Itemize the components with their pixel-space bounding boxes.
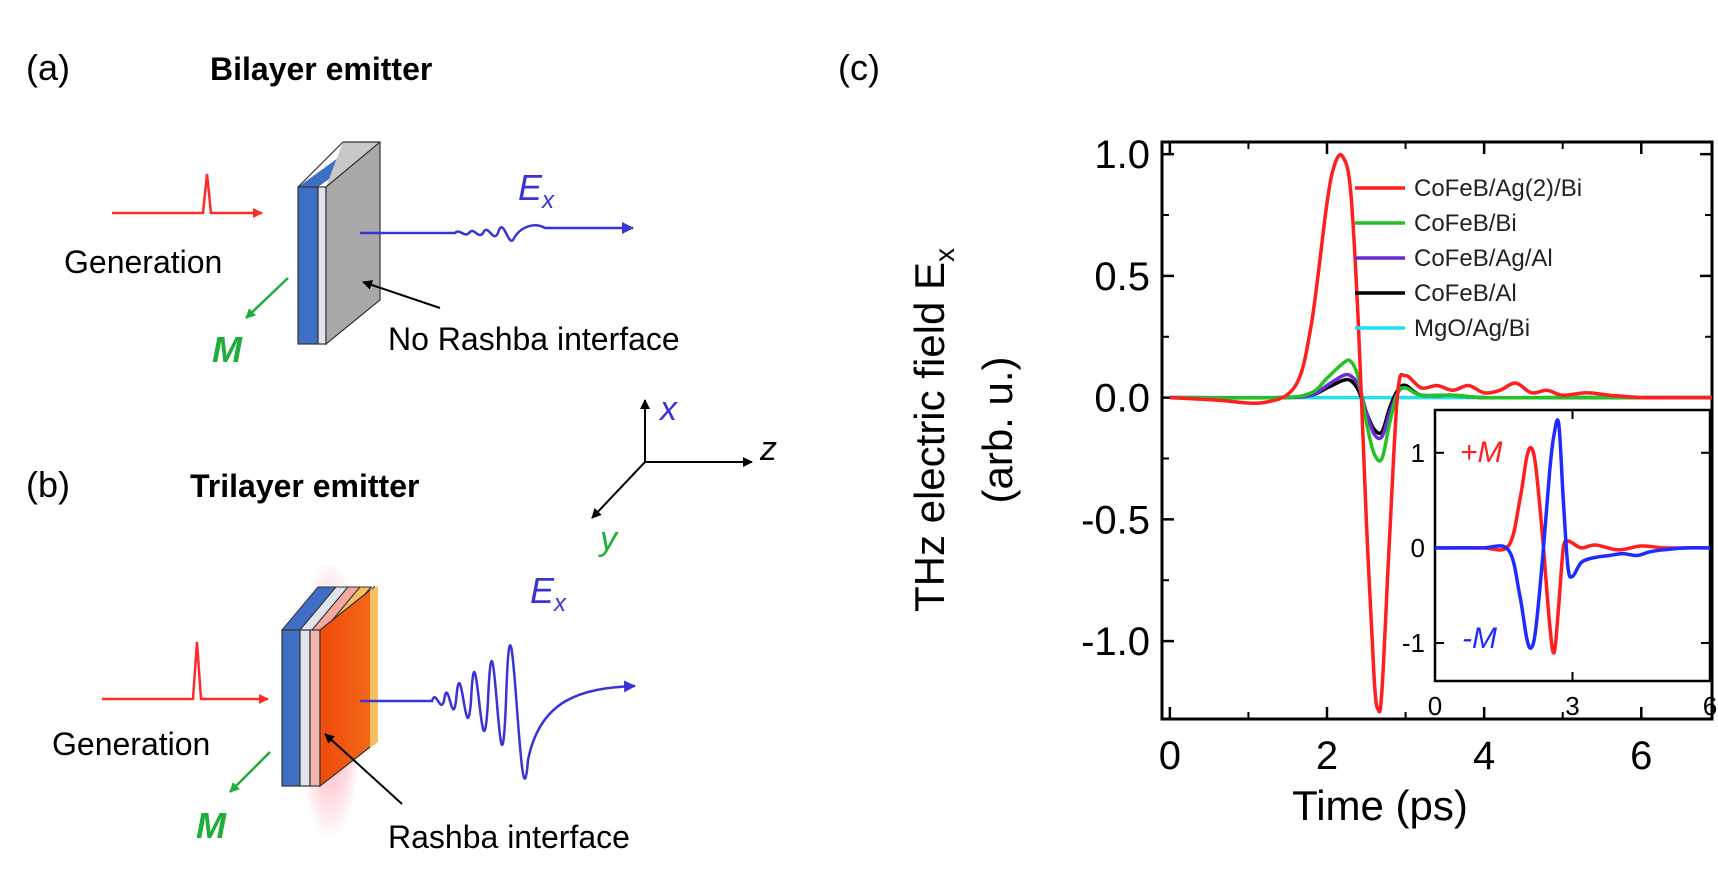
panel-c-label: (c) [838,47,880,88]
panel-a: (a) Bilayer emitter Generation Ex M No R… [26,47,680,370]
inset-frame [1433,408,1712,683]
x-tick-label: 0 [1159,734,1181,778]
inset-label-plus-m: +M [1460,436,1503,469]
panel-a-label: (a) [26,47,70,88]
thz-field-chart: 0 2 4 6 1.0 0.5 0.0 -0.5 -1.0 CoFeB/Ag(2)/Bi CoFe… [1081,133,1714,778]
callout-arrow-b [324,733,403,805]
pump-pulse-a [112,173,263,218]
x-tick-label: 4 [1473,734,1495,778]
panel-a-title: Bilayer emitter [210,51,432,87]
inset-series-line [1434,445,1710,655]
inset-label-minus-m: -M [1462,622,1497,655]
panel-b-title: Trilayer emitter [190,468,419,504]
series-line-cofeb-bi [1169,358,1712,463]
ex-label-b: Ex [530,570,567,617]
panel-b: (b) Trilayer emitter Generation Ex M Ras… [26,464,636,855]
axis-x-label: x [658,390,678,428]
no-rashba-label: No Rashba interface [388,321,680,357]
layer-light [317,186,327,345]
m-label-a: M [212,329,243,370]
y-tick-label: -1.0 [1081,620,1150,664]
y-tick-label: -0.5 [1081,498,1150,542]
axis-z-label: z [759,430,777,468]
thz-wave-b [360,644,636,780]
ex-label-a: Ex [518,167,555,214]
layer-gray-side [325,140,381,346]
panel-b-label: (b) [26,464,70,505]
y-tick-label: 0.0 [1094,377,1150,421]
layer-blue [297,186,319,345]
generation-label-a: Generation [64,244,222,280]
m-arrow-a [245,277,289,319]
thz-wave-a [360,222,634,242]
y-tick-label: 0.5 [1094,255,1150,299]
trilayer-emitter [280,560,378,840]
legend-label: CoFeB/Ag(2)/Bi [1414,175,1582,202]
x-tick-label: 6 [1630,734,1652,778]
inset-chart: 0 3 6 1 0 -1 +M -M [1402,408,1717,721]
x-axis-title: Time (ps) [1292,782,1468,829]
m-arrow-b [229,751,271,793]
layer-pink-b [309,629,321,787]
inset-x-tick-label: 3 [1565,691,1579,721]
y-axis-title: THz electric field Ex [906,248,960,612]
rashba-label: Rashba interface [388,819,630,855]
x-tick-label: 2 [1316,734,1338,778]
legend-label: CoFeB/Ag/Al [1414,245,1553,272]
inset-x-tick-label: 6 [1703,691,1717,721]
inset-y-tick-label: 0 [1411,533,1425,563]
axis-y-label: y [598,520,619,558]
y-tick-label: 1.0 [1094,133,1150,177]
inset-y-tick-label: -1 [1402,628,1425,658]
generation-label-b: Generation [52,726,210,762]
legend-label: CoFeB/Bi [1414,210,1517,237]
coordinate-axes: x z y [591,390,777,558]
inset-x-tick-label: 0 [1428,691,1442,721]
layer-light-b [299,629,311,787]
pump-pulse-b [102,641,269,704]
legend-label: CoFeB/Al [1414,280,1517,307]
layer-blue-b [281,629,301,787]
callout-arrow-a [362,280,441,309]
bilayer-emitter [297,140,381,346]
plot-frame [1160,140,1714,721]
m-label-b: M [196,805,227,846]
inset-y-tick-label: 1 [1411,438,1425,468]
inset-series-line [1434,418,1711,650]
y-axis-title-units: (arb. u.) [974,356,1021,503]
legend-label: MgO/Ag/Bi [1414,315,1530,342]
series-line-cofeb-ag-2-bi [1169,153,1712,714]
panel-c: (c) 0 2 4 6 1.0 0.5 0.0 -0.5 -1.0 CoFeB/Ag(2)/Bi… [838,47,1717,829]
